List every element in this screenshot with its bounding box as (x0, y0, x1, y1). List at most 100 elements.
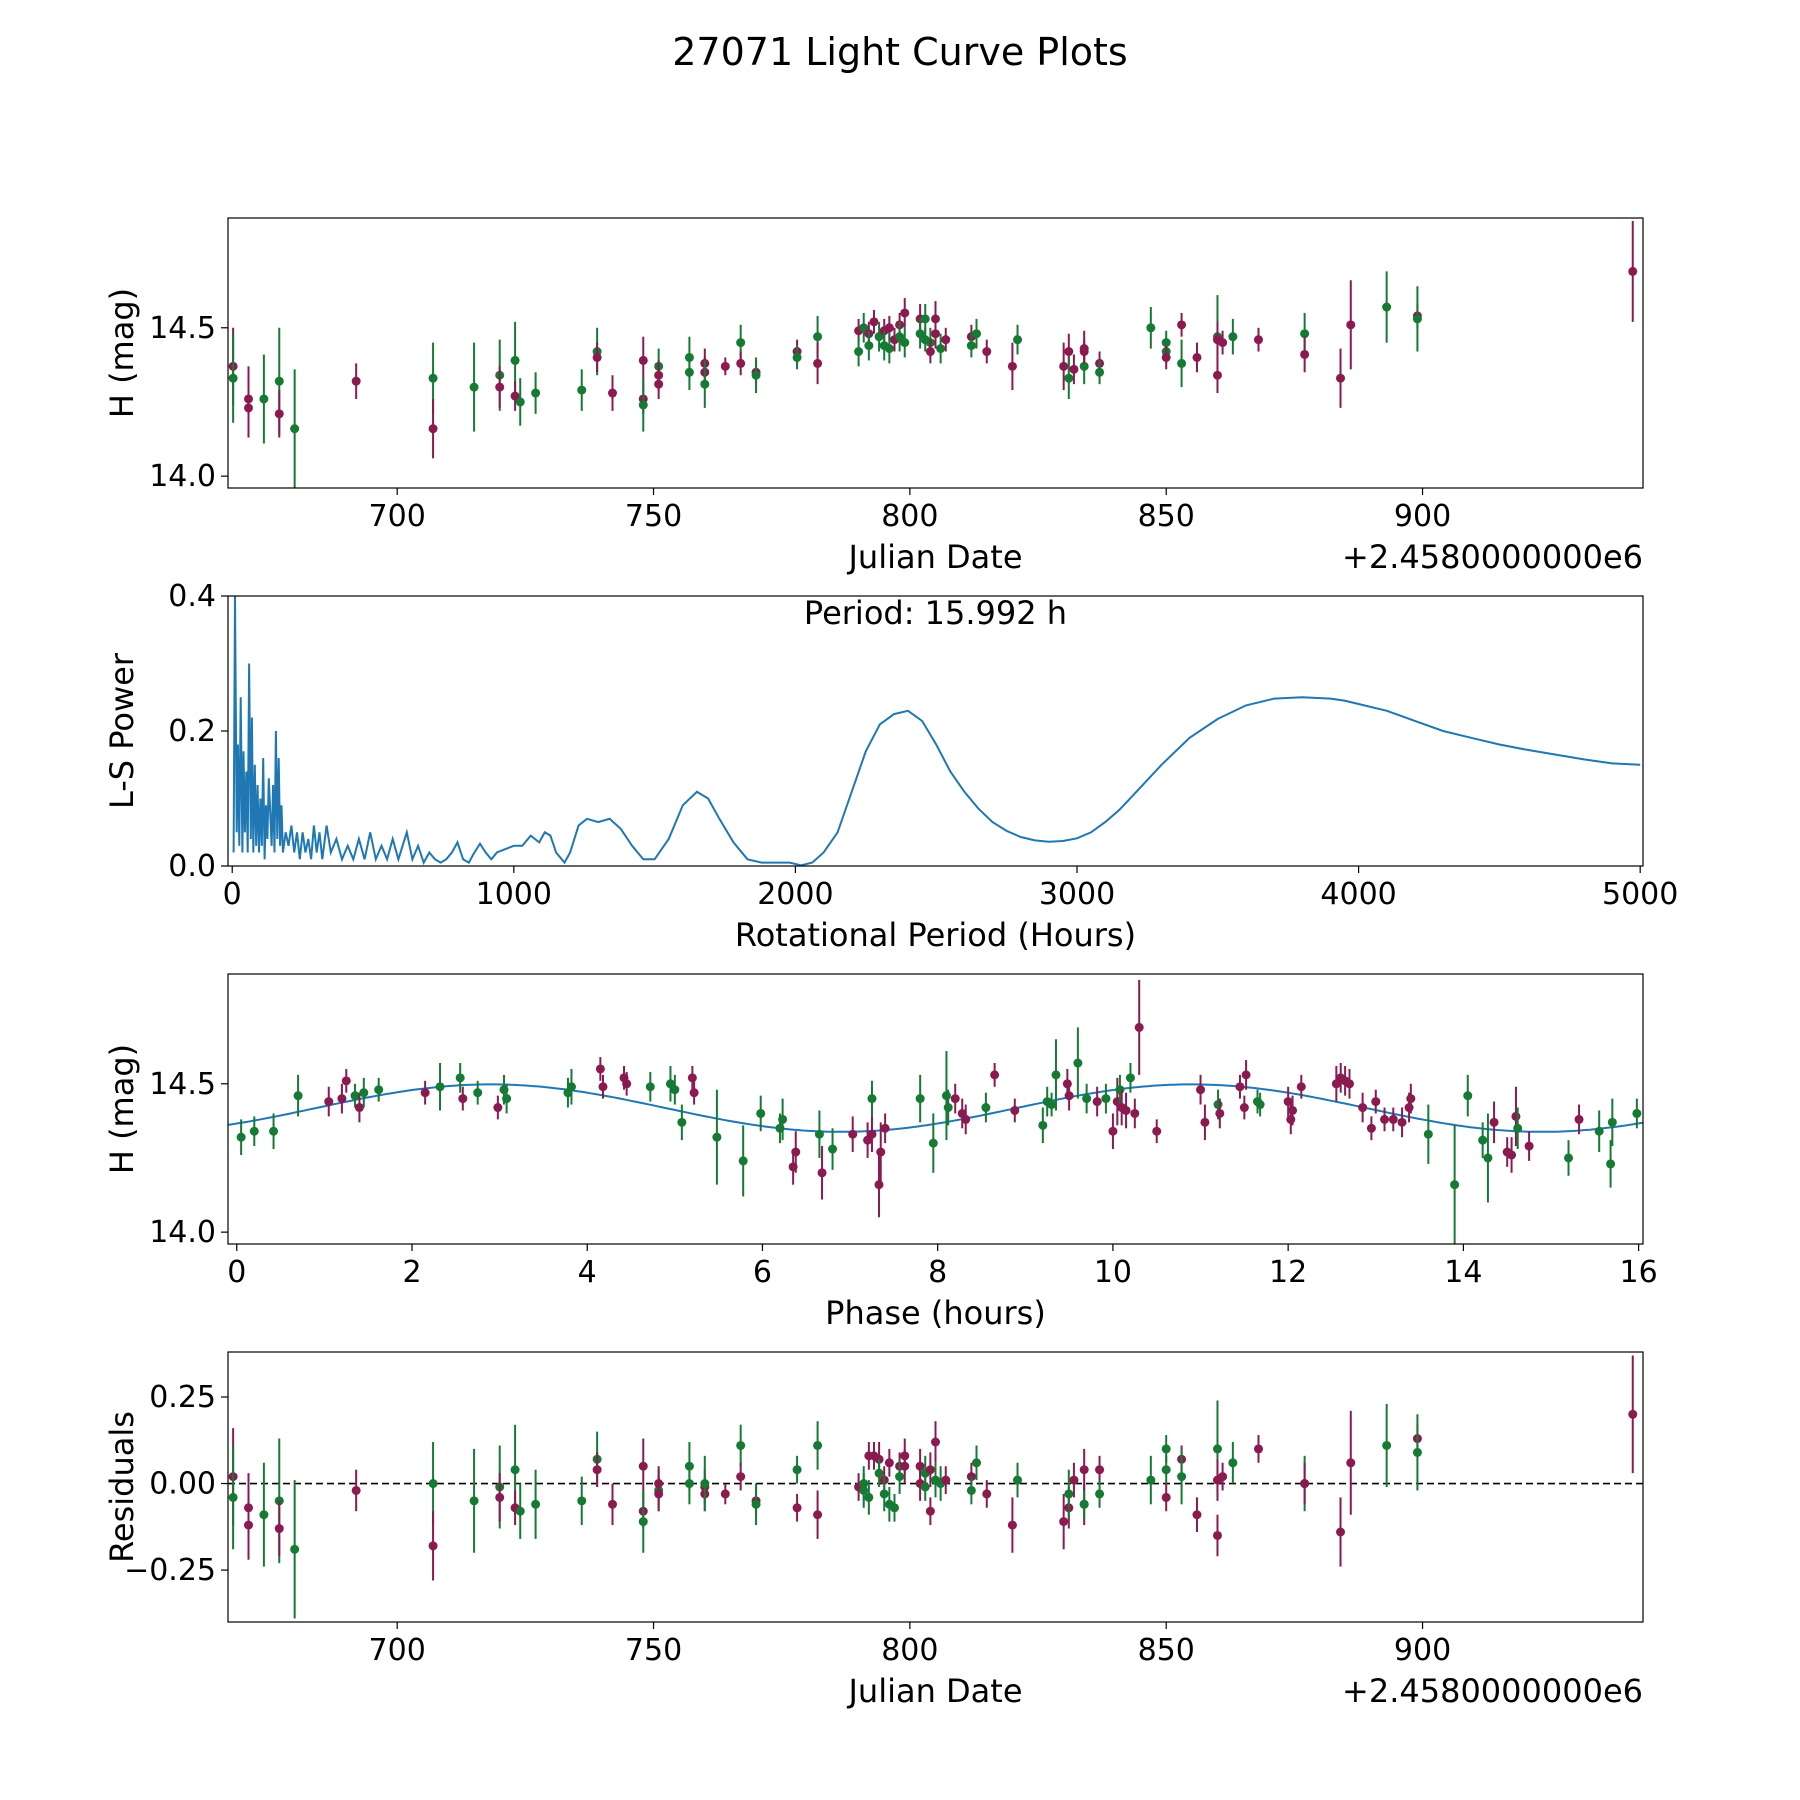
x-tick-label: 750 (625, 1633, 682, 1668)
data-marker (1564, 1153, 1574, 1163)
data-point (1092, 1086, 1102, 1117)
data-marker (1192, 1510, 1202, 1520)
data-point (756, 1095, 766, 1132)
data-marker (638, 400, 648, 410)
data-marker (1288, 1105, 1298, 1115)
data-point (1607, 1098, 1617, 1147)
data-marker (1632, 1108, 1642, 1118)
period-annotation: Period: 15.992 h (804, 594, 1067, 632)
data-marker (598, 1082, 608, 1092)
data-point (1380, 1107, 1390, 1132)
data-marker (689, 1088, 699, 1098)
data-point (1064, 1080, 1074, 1111)
data-marker (751, 370, 761, 380)
plot-area (228, 1355, 1643, 1619)
data-marker (961, 1114, 971, 1124)
data-marker (966, 341, 976, 351)
data-marker (895, 1472, 905, 1482)
data-marker (895, 332, 905, 342)
data-point (791, 1131, 801, 1173)
data-point (1388, 1107, 1398, 1132)
data-point (884, 333, 894, 364)
data-marker (736, 1472, 746, 1482)
data-point (925, 1497, 935, 1526)
data-point (792, 345, 802, 370)
data-point (1218, 1462, 1228, 1491)
data-point (689, 1080, 699, 1105)
data-point (435, 1063, 445, 1111)
data-marker (1607, 1117, 1617, 1127)
data-marker (1212, 370, 1222, 380)
data-point (880, 1113, 890, 1144)
data-point (1013, 324, 1023, 355)
data-marker (1406, 1094, 1416, 1104)
data-marker (654, 1489, 664, 1499)
data-point (622, 1071, 632, 1096)
x-tick-label: 6 (753, 1255, 772, 1290)
data-marker (1196, 1085, 1206, 1095)
x-axis-label: Julian Date (846, 538, 1022, 576)
data-point (792, 1493, 802, 1522)
data-marker (274, 409, 284, 419)
data-point (813, 1490, 823, 1539)
data-marker (1366, 1123, 1376, 1133)
periodogram-line (232, 596, 1641, 866)
y-tick-label: 0.25 (149, 1380, 216, 1415)
data-marker (736, 358, 746, 368)
data-marker (1228, 332, 1238, 342)
data-marker (1115, 1085, 1125, 1095)
data-point (493, 1095, 503, 1120)
data-point (867, 1080, 877, 1117)
data-point (1423, 1104, 1433, 1164)
data-marker (1344, 1079, 1354, 1089)
data-point (592, 1452, 602, 1487)
data-point (337, 1083, 347, 1114)
data-point (869, 309, 879, 334)
data-marker (1161, 1465, 1171, 1475)
data-marker (1511, 1111, 1521, 1121)
data-point (1069, 1462, 1079, 1498)
x-tick-label: 800 (881, 499, 938, 534)
data-marker (884, 344, 894, 354)
data-marker (1524, 1141, 1534, 1151)
data-point (712, 1089, 722, 1185)
data-marker (943, 1103, 953, 1113)
data-marker (1010, 1105, 1020, 1115)
data-point (864, 330, 874, 361)
data-marker (981, 1103, 991, 1113)
data-point (982, 339, 992, 364)
data-marker (592, 352, 602, 362)
data-marker (1423, 1129, 1433, 1139)
data-point (1336, 1497, 1346, 1567)
data-marker (493, 1103, 503, 1113)
data-point (1463, 1074, 1473, 1117)
x-tick-label: 900 (1394, 499, 1451, 534)
data-marker (1388, 1114, 1398, 1124)
data-marker (515, 397, 525, 407)
data-point (1212, 357, 1222, 394)
data-marker (510, 355, 520, 365)
data-marker (1192, 352, 1202, 362)
data-marker (1574, 1114, 1584, 1124)
data-marker (684, 1479, 694, 1489)
data-marker (638, 355, 648, 365)
data-point (1300, 336, 1310, 373)
data-point (1059, 1493, 1069, 1550)
data-point (428, 398, 438, 459)
data-point (1051, 1039, 1061, 1111)
x-tick-label: 16 (1620, 1255, 1658, 1290)
data-marker (502, 1094, 512, 1104)
data-marker (293, 1091, 303, 1101)
data-point (928, 1113, 938, 1173)
data-point (1412, 286, 1422, 352)
data-marker (638, 1461, 648, 1471)
panel-phased: 0 2 4 6 8 10 12 14 16 14.0 14.5 Phase (hours) H (mag… (103, 973, 1658, 1332)
data-point (684, 354, 694, 391)
data-marker (900, 338, 910, 348)
data-marker (880, 1123, 890, 1133)
data-point (900, 298, 910, 328)
x-tick-label: 8 (928, 1255, 947, 1290)
data-point (638, 1438, 648, 1494)
data-point (1177, 312, 1187, 337)
